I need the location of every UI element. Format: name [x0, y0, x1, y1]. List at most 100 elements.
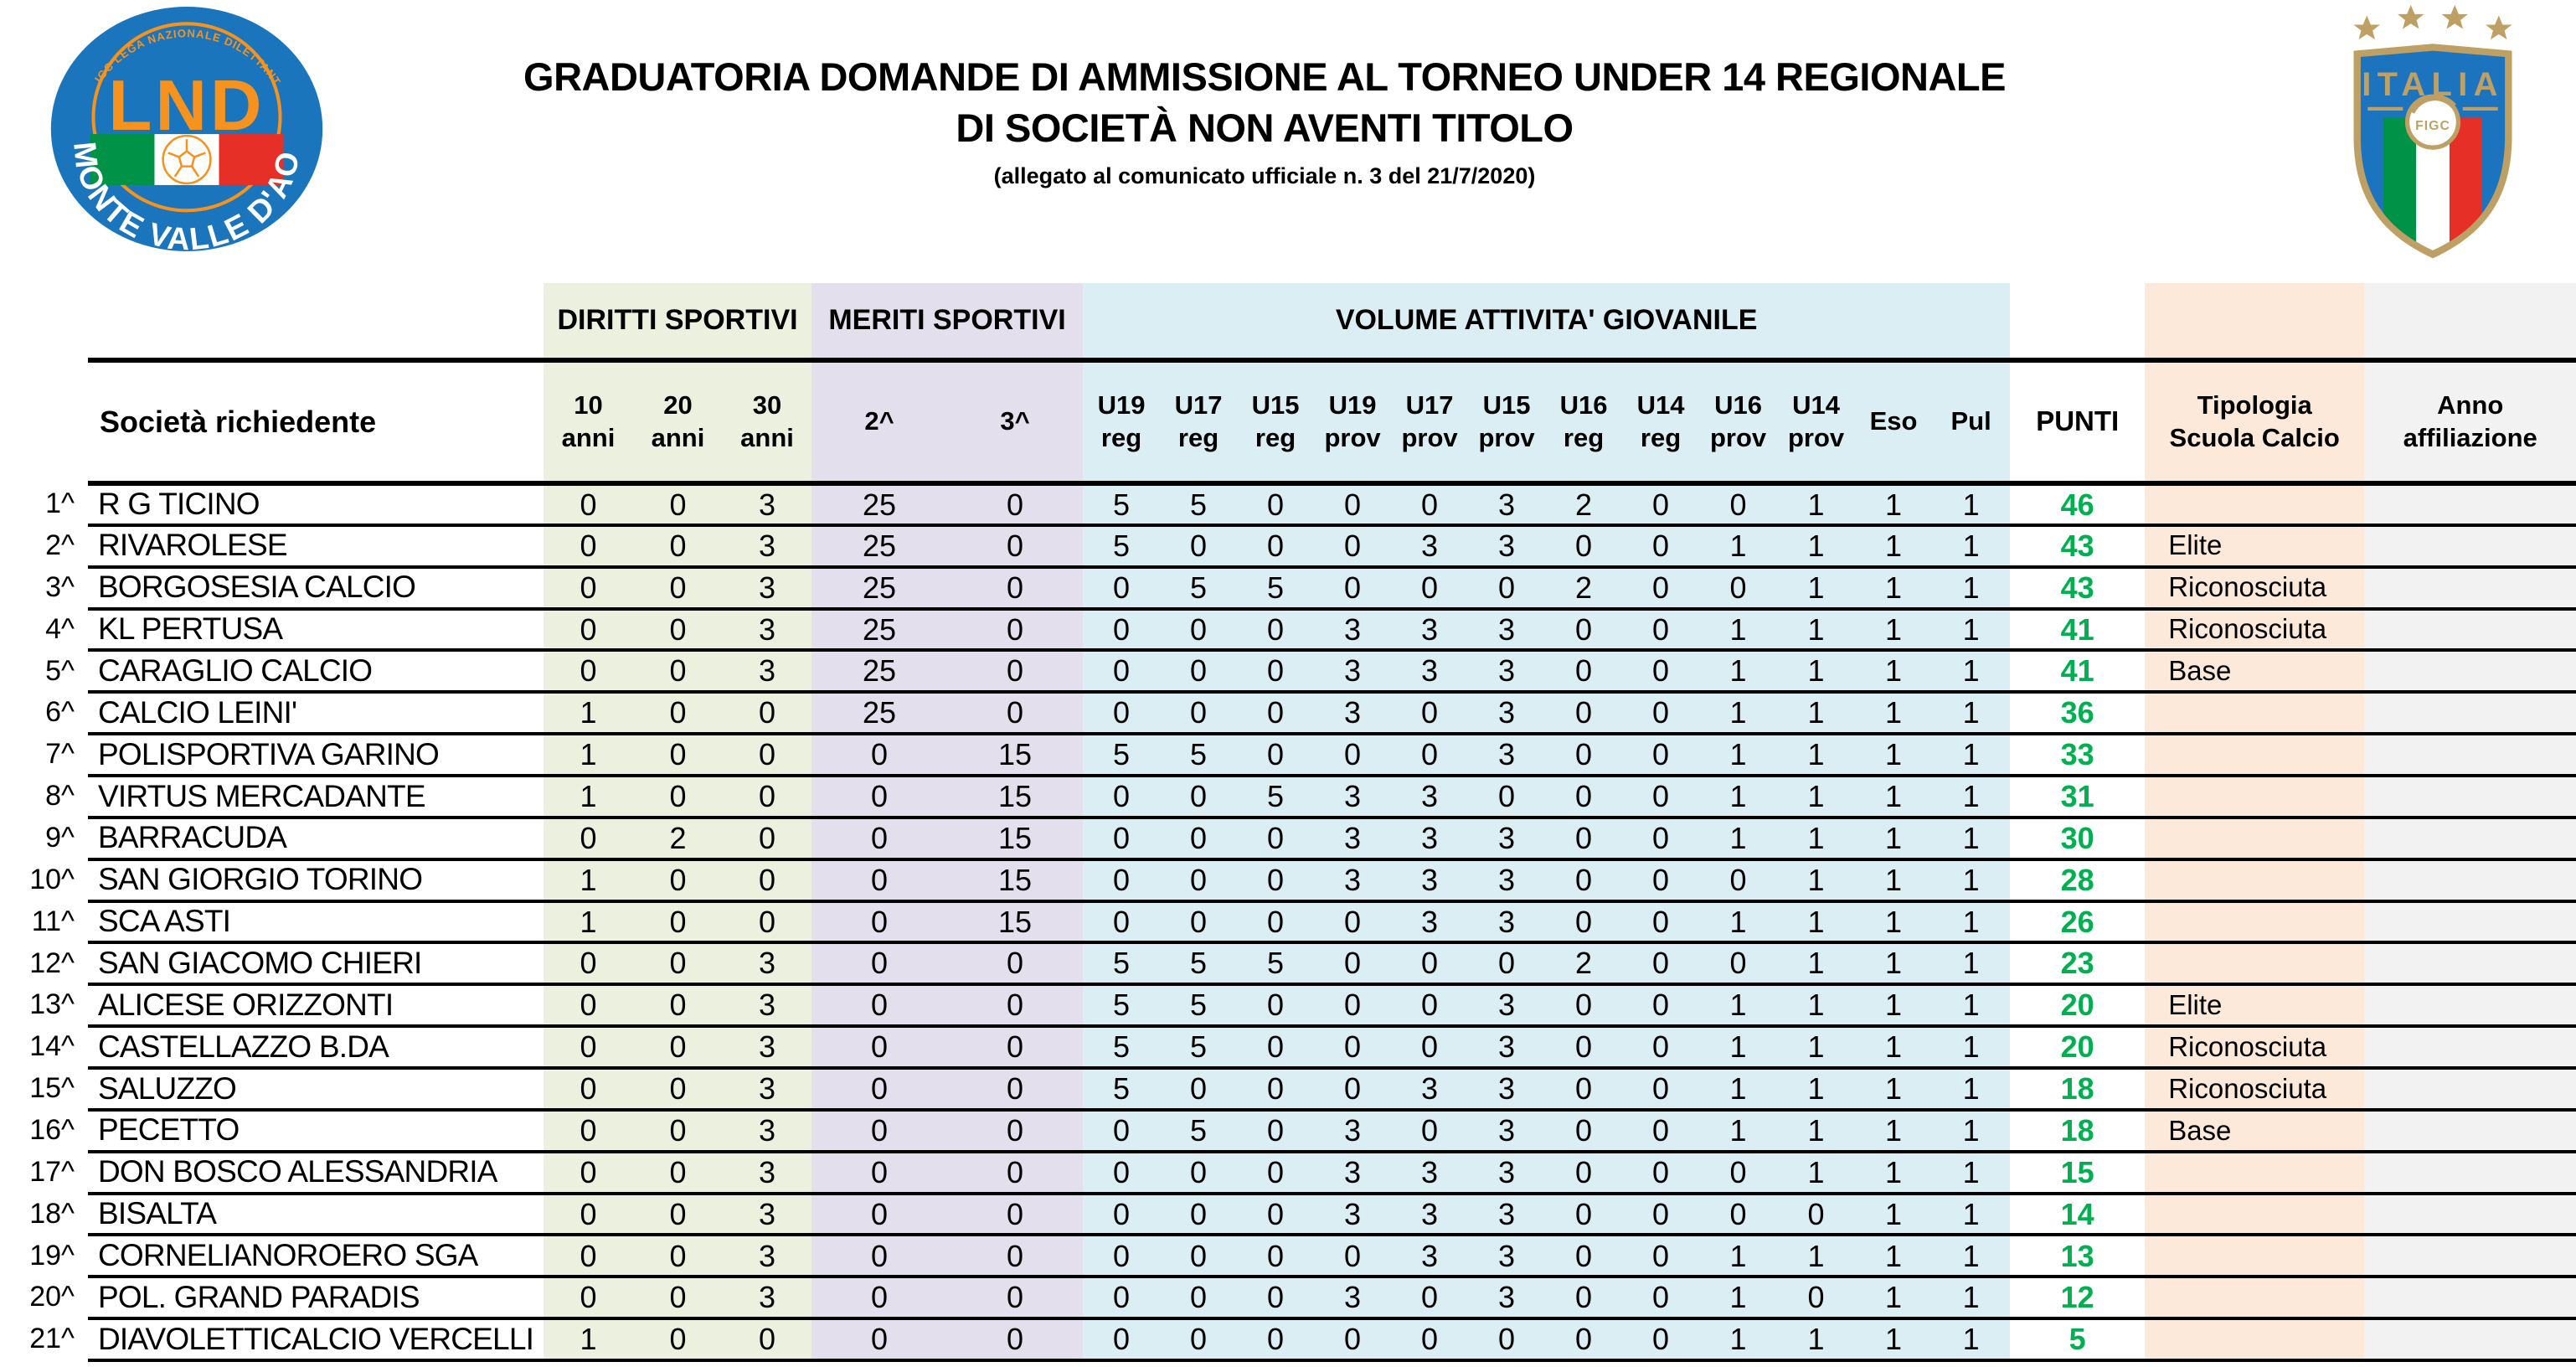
tipologia-cell — [2145, 859, 2365, 903]
figc-italia-logo: ITALIA FIGC — [2353, 5, 2512, 259]
val-u16-prov: 1 — [1699, 524, 1778, 569]
anno-cell — [2364, 1109, 2576, 1153]
val-10-anni: 0 — [544, 1193, 633, 1237]
table-row: 12^ SAN GIACOMO CHIERI 0 0 3 0 0 5 5 5 0… — [0, 942, 2576, 987]
val-pul: 1 — [1932, 776, 2011, 819]
val-u19-prov: 3 — [1314, 1277, 1392, 1321]
val-3a: 0 — [947, 524, 1084, 569]
val-u15-prov: 3 — [1468, 859, 1546, 903]
svg-text:FIGC: FIGC — [2415, 119, 2450, 133]
rank-cell: 5^ — [0, 650, 88, 693]
val-u16-prov: 0 — [1699, 483, 1778, 527]
val-u17-prov: 3 — [1391, 859, 1469, 903]
val-u15-reg: 0 — [1237, 1151, 1315, 1195]
col-header-30-anni: 30 anni — [723, 360, 812, 486]
punti-cell: 43 — [2010, 566, 2146, 611]
val-u15-prov: 3 — [1468, 817, 1546, 861]
tipologia-cell — [2145, 776, 2365, 819]
anno-cell — [2364, 1151, 2576, 1195]
val-pul: 1 — [1932, 483, 2011, 527]
anno-cell — [2364, 566, 2576, 611]
val-u16-prov: 1 — [1699, 1026, 1778, 1070]
tipologia-cell — [2145, 900, 2365, 945]
val-u19-prov: 0 — [1314, 1068, 1392, 1112]
val-u15-reg: 0 — [1237, 817, 1315, 861]
val-pul: 1 — [1932, 1151, 2011, 1195]
val-2a: 0 — [811, 859, 948, 903]
val-u15-prov: 3 — [1468, 1109, 1546, 1153]
val-u14-reg: 0 — [1622, 776, 1700, 819]
val-u14-prov: 1 — [1777, 1318, 1856, 1363]
val-u14-reg: 0 — [1622, 566, 1700, 611]
val-20-anni: 0 — [633, 776, 723, 819]
val-3a: 0 — [947, 1026, 1084, 1070]
group-header-diritti: DIRITTI SPORTIVI — [544, 283, 812, 363]
anno-cell — [2364, 1277, 2576, 1321]
val-u17-prov: 3 — [1391, 1068, 1469, 1112]
val-u15-prov: 3 — [1468, 608, 1546, 653]
punti-cell: 30 — [2010, 817, 2146, 861]
val-u16-reg: 2 — [1545, 566, 1623, 611]
val-u19-prov: 0 — [1314, 900, 1392, 945]
punti-cell: 23 — [2010, 942, 2146, 987]
rank-cell: 4^ — [0, 608, 88, 651]
val-u15-prov: 3 — [1468, 483, 1546, 527]
val-u19-reg: 0 — [1083, 1109, 1161, 1153]
val-3a: 0 — [947, 942, 1084, 987]
val-u19-prov: 0 — [1314, 1235, 1392, 1279]
val-u16-reg: 0 — [1545, 608, 1623, 653]
val-pul: 1 — [1932, 650, 2011, 694]
val-eso: 1 — [1855, 1151, 1933, 1195]
val-u19-reg: 0 — [1083, 1235, 1161, 1279]
val-u15-reg: 5 — [1237, 942, 1315, 987]
val-10-anni: 1 — [544, 776, 633, 819]
val-u14-reg: 0 — [1622, 1277, 1700, 1321]
tipologia-cell: Riconosciuta — [2145, 566, 2365, 611]
val-u14-prov: 1 — [1777, 1068, 1856, 1112]
val-pul: 1 — [1932, 1068, 2011, 1112]
val-u16-reg: 0 — [1545, 817, 1623, 861]
val-20-anni: 0 — [633, 1026, 723, 1070]
val-u16-prov: 1 — [1699, 734, 1778, 778]
val-3a: 0 — [947, 608, 1084, 653]
group-header-volume: VOLUME ATTIVITA' GIOVANILE — [1083, 283, 2011, 363]
val-u15-prov: 0 — [1468, 942, 1546, 987]
val-10-anni: 0 — [544, 524, 633, 569]
society-name-cell: CORNELIANOROERO SGA — [88, 1235, 544, 1279]
val-3a: 15 — [947, 900, 1084, 945]
val-u15-reg: 0 — [1237, 1318, 1315, 1363]
col-header-u16-prov: U16 prov — [1699, 360, 1778, 486]
val-30-anni: 3 — [723, 1235, 812, 1279]
val-3a: 0 — [947, 692, 1084, 736]
val-u16-reg: 0 — [1545, 1235, 1623, 1279]
rank-cell: 11^ — [0, 900, 88, 943]
val-20-anni: 0 — [633, 566, 723, 611]
val-2a: 25 — [811, 566, 948, 611]
val-u16-prov: 1 — [1699, 817, 1778, 861]
val-pul: 1 — [1932, 1193, 2011, 1237]
val-u14-reg: 0 — [1622, 984, 1700, 1029]
val-u17-prov: 3 — [1391, 776, 1469, 819]
val-pul: 1 — [1932, 817, 2011, 861]
val-10-anni: 0 — [544, 650, 633, 694]
tipologia-cell — [2145, 1193, 2365, 1237]
val-20-anni: 0 — [633, 608, 723, 653]
val-u17-reg: 5 — [1160, 734, 1238, 778]
punti-cell: 18 — [2010, 1068, 2146, 1112]
val-u19-prov: 3 — [1314, 1109, 1392, 1153]
society-name-cell: CASTELLAZZO B.DA — [88, 1026, 544, 1070]
val-u16-prov: 1 — [1699, 900, 1778, 945]
val-u17-prov: 3 — [1391, 900, 1469, 945]
val-u15-prov: 3 — [1468, 1277, 1546, 1321]
val-u15-reg: 0 — [1237, 1068, 1315, 1112]
col-header-10-anni: 10 anni — [544, 360, 633, 486]
val-u15-reg: 0 — [1237, 1026, 1315, 1070]
val-u17-prov: 3 — [1391, 650, 1469, 694]
soccer-ball-icon — [162, 134, 212, 185]
val-u16-reg: 0 — [1545, 1151, 1623, 1195]
val-u17-reg: 5 — [1160, 1109, 1238, 1153]
val-u16-prov: 0 — [1699, 942, 1778, 987]
val-u14-prov: 1 — [1777, 734, 1856, 778]
anno-cell — [2364, 1193, 2576, 1237]
tipologia-cell — [2145, 1151, 2365, 1195]
